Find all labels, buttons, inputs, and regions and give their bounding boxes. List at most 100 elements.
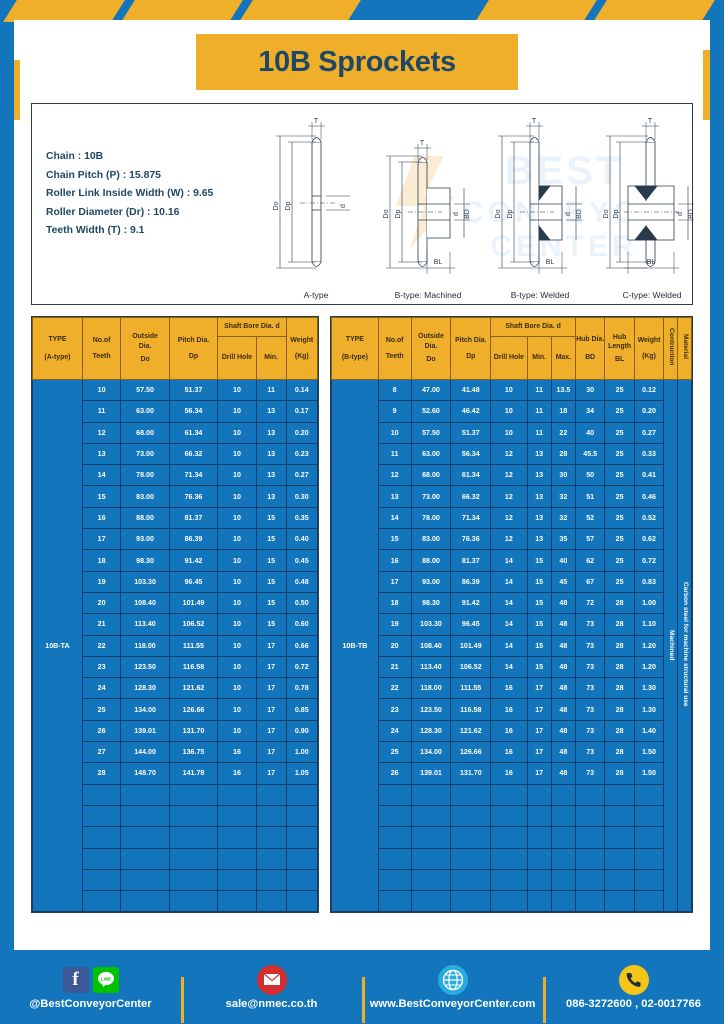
svg-text:Do: Do [603,209,610,218]
table-row: 10 57.50 51.37 10 11 22 40 25 0.27 [332,421,692,444]
cell-c8: 0.27 [633,421,665,444]
cell-c3: 10 [217,506,257,530]
cell-c1: 78.00 [120,464,170,487]
cell-c3: 10 [217,464,257,487]
table-row-empty [332,868,692,892]
cell-c4: 17 [255,698,287,721]
cell-empty [285,847,319,870]
cell-empty [255,890,287,913]
type-label-cell: 10B-TA [32,378,83,913]
cell-empty [550,847,576,870]
cell-empty [217,783,257,806]
cell-empty [450,890,492,913]
cell-c0: 17 [377,570,412,593]
globe-icon[interactable] [437,964,468,995]
cell-c7: 25 [604,485,635,508]
cell-c3: 10 [490,378,528,402]
cell-c7: 28 [604,634,635,657]
cell-c8: 1.00 [633,591,665,615]
cell-c2: 96.45 [450,613,492,636]
cell-c5: 0.66 [285,634,319,657]
cell-empty [168,890,219,913]
cell-c8: 0.46 [633,485,665,508]
cell-c5: 22 [550,421,576,444]
cell-c8: 1.40 [633,719,665,743]
cell-empty [633,826,665,849]
cell-c4: 15 [255,591,287,615]
table-row: 17 93.00 86.39 14 15 45 67 25 0.83 [332,570,692,593]
cell-c0: 14 [81,464,122,487]
cell-c3: 14 [490,613,528,636]
cell-c4: 17 [526,741,552,764]
cell-empty [633,783,665,806]
svg-text:BD: BD [464,209,471,219]
th-a-pitch-dia: Pitch Dia. Dp [168,317,219,380]
cell-c3: 16 [490,741,528,764]
table-row: 27 144.00 136.75 16 17 1.00 [33,741,319,764]
cell-c1: 134.00 [120,698,170,721]
line-icon[interactable]: LINE [92,966,119,993]
cell-empty [574,847,606,870]
svg-text:Dp: Dp [285,201,292,210]
cell-c3: 12 [490,464,528,487]
cell-c1: 108.40 [410,634,452,657]
cell-c4: 13 [255,400,287,423]
footer-website[interactable]: www.BestConveyorCenter.com [362,964,543,1023]
table-row-empty [332,783,692,806]
cell-empty [526,890,552,913]
cell-empty [526,804,552,828]
table-row: 18 98.30 91.42 14 15 48 72 28 1.00 [332,591,692,615]
cell-empty [168,783,219,806]
cell-c2: 86.39 [168,528,219,551]
cell-c0: 9 [377,400,412,423]
table-row-empty [332,890,692,913]
cell-c6: 51 [574,485,606,508]
th-b-hub-length: Hub Length BL [604,317,635,380]
svg-text:Dp: Dp [613,209,620,218]
svg-text:d: d [453,212,460,216]
table-b-type: TYPE (B-type) No.of Teeth Outside [330,316,693,914]
cell-c1: 78.00 [410,506,452,530]
cell-c2: 91.42 [168,549,219,572]
svg-text:Do: Do [383,209,390,218]
cell-c3: 10 [217,421,257,444]
cell-c7: 28 [604,741,635,764]
th-a-min: Min. [255,336,287,380]
cell-c6: 52 [574,506,606,530]
cell-c6: 73 [574,613,606,636]
cell-c5: 30 [550,464,576,487]
footer-contact-bar: f LINE @BestConveyorCenter sale@nmec.co.… [0,950,724,1024]
cell-c0: 12 [377,464,412,487]
cell-c8: 0.52 [633,506,665,530]
cell-c7: 25 [604,464,635,487]
cell-c1: 63.00 [120,400,170,423]
cell-c0: 24 [377,719,412,743]
facebook-icon[interactable]: f [62,966,89,993]
cell-c5: 32 [550,506,576,530]
cell-c3: 12 [490,506,528,530]
th-b-min: Min. [526,336,552,380]
cell-c8: 1.10 [633,613,665,636]
cell-empty [410,804,452,828]
table-row: 13 73.00 66.32 12 13 32 51 25 0.46 [332,485,692,508]
cell-c8: 0.41 [633,464,665,487]
footer-phone[interactable]: 086-3272600 , 02-0017766 [543,964,724,1023]
cell-c5: 18 [550,400,576,423]
table-row: 19 103.30 96.45 10 15 0.48 [33,570,319,593]
right-accent-bar [703,50,710,120]
table-row: 23 123.50 116.58 16 17 48 73 28 1.30 [332,698,692,721]
cell-c8: 1.50 [633,741,665,764]
phone-icon[interactable] [618,964,649,995]
cell-c3: 16 [217,741,257,764]
footer-email-label: sale@nmec.co.th [225,997,318,1010]
cell-c2: 71.34 [168,464,219,487]
cell-c8: 0.72 [633,549,665,572]
cell-c2: 121.62 [168,677,219,700]
svg-text:d: d [565,212,572,216]
mail-icon[interactable] [256,964,287,995]
cell-c4: 15 [255,506,287,530]
cell-c5: 28 [550,442,576,466]
cell-c0: 20 [81,591,122,615]
footer-email[interactable]: sale@nmec.co.th [181,964,362,1023]
footer-social[interactable]: f LINE @BestConveyorCenter [0,965,181,1010]
